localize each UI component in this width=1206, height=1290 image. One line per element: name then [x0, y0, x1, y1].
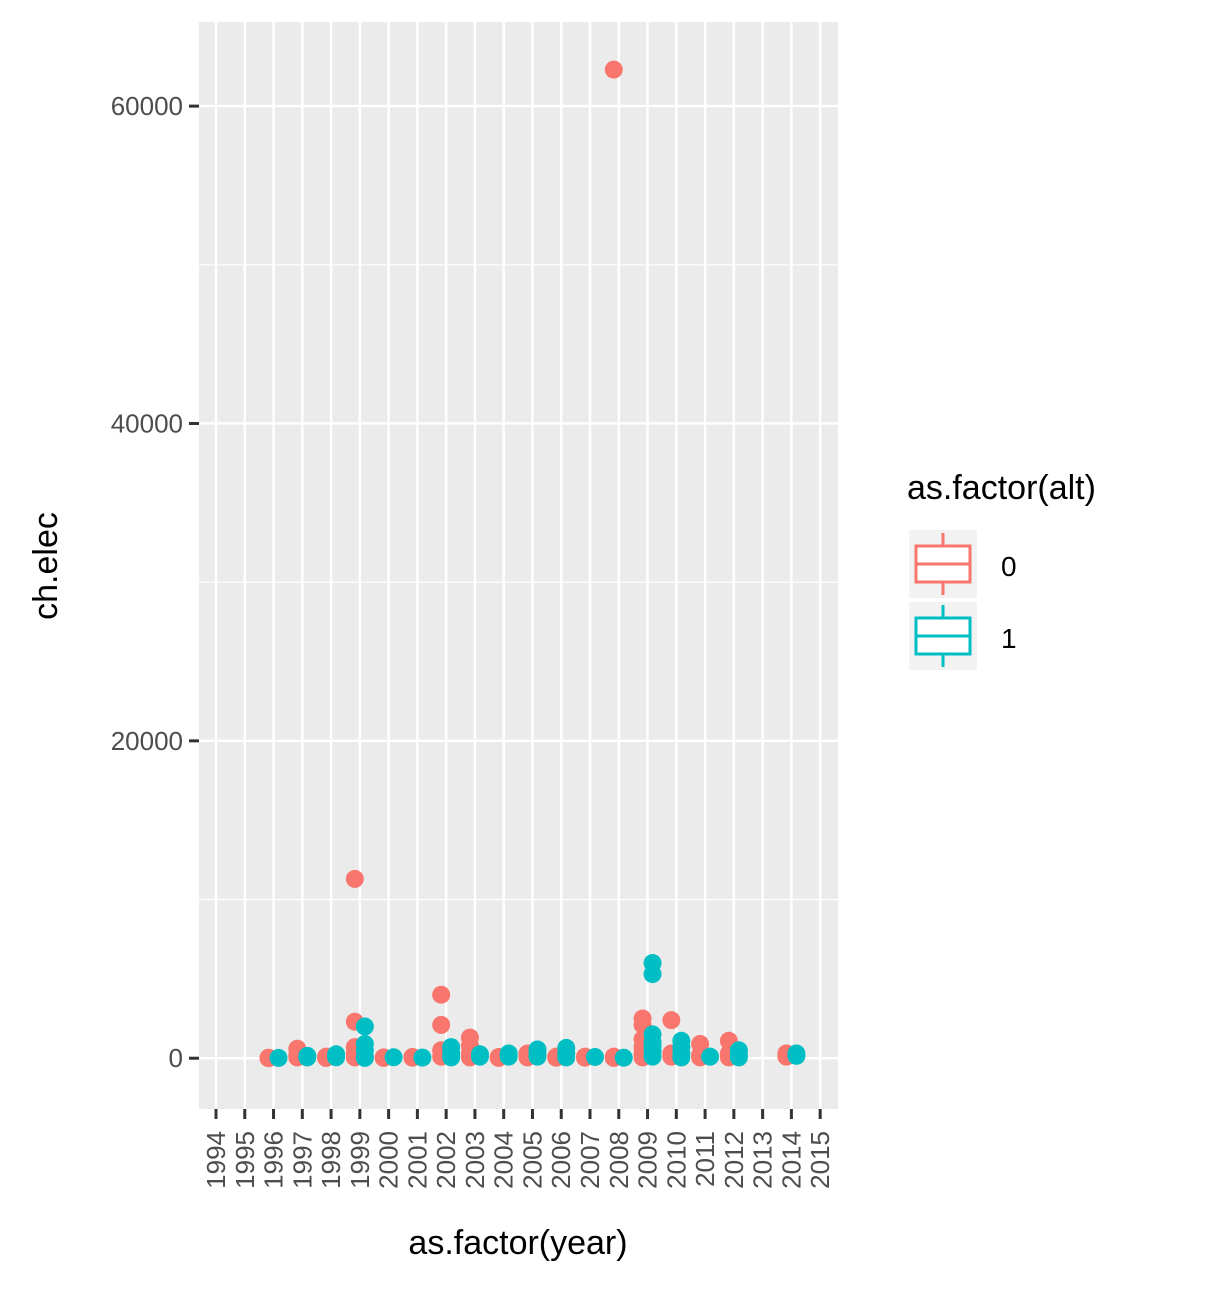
x-tick-label: 2009 [633, 1131, 663, 1189]
data-point [662, 1011, 681, 1030]
x-tick-label: 2008 [604, 1131, 634, 1189]
x-tick-label: 1995 [230, 1131, 260, 1189]
data-point [499, 1047, 518, 1066]
legend: as.factor(alt) 0 1 [907, 469, 1096, 670]
x-axis: 1994199519961997199819992000200120022003… [201, 1109, 835, 1189]
panel-background [199, 22, 838, 1109]
data-point [643, 1047, 662, 1066]
minor-gridlines [199, 264, 838, 901]
data-point [345, 869, 364, 888]
x-tick-label: 1997 [287, 1131, 317, 1189]
x-tick-label: 1999 [345, 1131, 375, 1189]
data-point [432, 985, 451, 1004]
data-point [528, 1047, 547, 1066]
x-tick-label: 2013 [748, 1131, 778, 1189]
legend-key-0 [909, 530, 977, 598]
data-points [259, 60, 806, 1068]
legend-title: as.factor(alt) [907, 469, 1096, 507]
x-tick-label: 1994 [201, 1131, 231, 1189]
data-point [327, 1045, 346, 1064]
y-axis: 0 20000 40000 60000 [111, 91, 199, 1073]
data-point [470, 1045, 489, 1064]
x-tick-label: 2010 [661, 1131, 691, 1189]
x-tick-label: 2001 [402, 1131, 432, 1189]
y-tick-label: 20000 [111, 726, 183, 756]
data-point [787, 1046, 806, 1065]
x-tick-label: 2007 [575, 1131, 605, 1189]
data-point [701, 1047, 720, 1066]
data-point [298, 1046, 317, 1065]
data-point [432, 1015, 451, 1034]
x-tick-label: 2000 [374, 1131, 404, 1189]
y-tick-label: 40000 [111, 408, 183, 438]
data-point [643, 965, 662, 984]
data-point [586, 1047, 605, 1066]
data-point [614, 1048, 633, 1067]
data-point [557, 1048, 576, 1067]
x-tick-label: 2005 [517, 1131, 547, 1189]
x-tick-label: 2014 [776, 1131, 806, 1189]
data-point [355, 1048, 374, 1067]
legend-key-1 [909, 602, 977, 670]
major-gridlines [199, 22, 838, 1109]
data-point [384, 1048, 403, 1067]
x-tick-label: 2004 [489, 1131, 519, 1189]
x-tick-label: 2003 [460, 1131, 490, 1189]
x-tick-label: 2015 [805, 1131, 835, 1189]
x-axis-title: as.factor(year) [408, 1224, 627, 1262]
legend-label-1: 1 [1001, 623, 1017, 654]
legend-label-0: 0 [1001, 551, 1017, 582]
y-tick-label: 60000 [111, 91, 183, 121]
x-tick-label: 2006 [546, 1131, 576, 1189]
data-point [672, 1048, 691, 1067]
y-tick-label: 0 [169, 1043, 183, 1073]
x-tick-label: 1996 [259, 1131, 289, 1189]
y-axis-title: ch.elec [27, 512, 65, 620]
data-point [269, 1048, 288, 1067]
data-point [355, 1017, 374, 1036]
x-tick-label: 2002 [431, 1131, 461, 1189]
data-point [729, 1048, 748, 1067]
x-tick-label: 1998 [316, 1131, 346, 1189]
x-tick-label: 2011 [690, 1131, 720, 1187]
data-point [413, 1048, 432, 1067]
data-point [442, 1048, 461, 1067]
data-point [604, 60, 623, 79]
x-tick-label: 2012 [719, 1131, 749, 1189]
